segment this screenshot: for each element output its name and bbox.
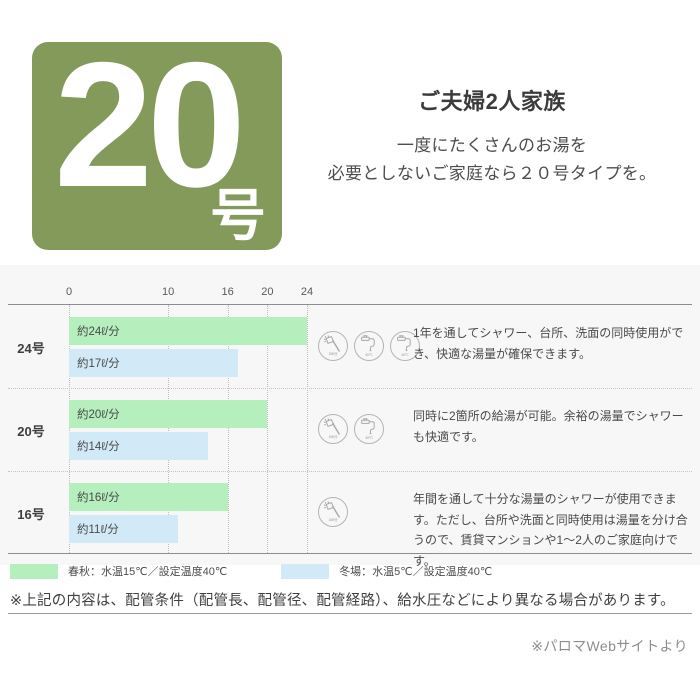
gridline-20 [267,305,269,553]
row-separator [8,388,692,389]
bar-label-green-16号: 約16ℓ/分 [77,492,120,504]
hero-section: 20 号 ご夫婦2人家族 一度にたくさんのお湯を 必要としないご家庭なら２０号タ… [0,0,700,265]
hero-subtitle-line2: 必要としないご家庭なら２０号タイプを。 [327,163,657,183]
table-row: 24号 約24ℓ/分 約17ℓ/分 15ℓ/分 40℃ 40℃ 1年を通してシャワー、台所、… [0,305,700,388]
legend-item-spring-autumn: 春秋：水温15℃／設定温度40℃ [10,563,227,579]
axis-tick-16: 16 [221,286,234,298]
chart-legend: 春秋：水温15℃／設定温度40℃ 冬場：水温5℃／設定温度40℃ [10,563,492,579]
axis-tick-20: 20 [261,286,274,298]
shower-icon: 15ℓ/分 [318,496,348,527]
faucet-icon: 40℃ [354,330,384,361]
table-row: 20号 約20ℓ/分 約14ℓ/分 15ℓ/分 40℃ 同時に2箇所の給湯が可能。余裕の湯… [0,388,700,471]
axis-tick-0: 0 [65,286,73,298]
row-label-24号: 24号 [17,340,45,356]
bar-label-green-20号: 約20ℓ/分 [77,409,120,421]
capacity-badge: 20 号 [32,42,282,250]
gridline-24 [307,305,308,553]
bar-label-blue-24号: 約17ℓ/分 [77,358,120,370]
chart-axis-line [8,304,692,305]
legend-swatch-green [10,563,58,579]
hero-title: ご夫婦2人家族 [418,89,566,114]
disclaimer-note: ※上記の内容は、配管条件（配管長、配管径、配管経路）、給水圧などにより異なる場合… [10,593,675,609]
bar-green-20号: 約20ℓ/分 [69,400,268,428]
hero-text-block: ご夫婦2人家族 一度にたくさんのお湯を 必要としないご家庭なら２０号タイプを。 [292,84,692,187]
shower-icon: 15ℓ/分 [318,413,348,444]
icon-caption: 15ℓ/分 [328,517,338,522]
row-separator [8,471,692,472]
bar-blue-24号: 約17ℓ/分 [69,349,238,377]
legend-swatch-blue [281,563,330,579]
source-attribution: ※パロマWebサイトより [531,638,688,654]
icon-caption: 40℃ [401,352,409,357]
gridline-16 [227,305,229,553]
bar-label-green-24号: 約24ℓ/分 [77,326,120,338]
bar-blue-20号: 約14ℓ/分 [69,432,208,460]
usage-icons-20号: 15ℓ/分 40℃ [318,413,384,444]
badge-number: 20 [54,42,246,224]
legend-label-winter: 冬場：水温5℃／設定温度40℃ [339,566,493,578]
icon-caption: 40℃ [365,435,373,440]
bar-label-blue-16号: 約11ℓ/分 [77,524,119,536]
faucet-icon: 40℃ [390,330,420,361]
bar-green-24号: 約24ℓ/分 [69,317,307,345]
footer-divider [8,613,692,614]
legend-item-winter: 冬場：水温5℃／設定温度40℃ [281,563,492,579]
axis-tick-24: 24 [300,286,314,298]
hero-subtitle: 一度にたくさんのお湯を 必要としないご家庭なら２０号タイプを。 [292,132,692,187]
row-description-16号: 年間を通して十分な湯量のシャワーが使用できます。ただし、台所や洗面と同時使用は湯… [413,492,688,568]
bar-label-blue-20号: 約14ℓ/分 [77,441,120,453]
icon-caption: 15ℓ/分 [328,351,338,356]
comparison-chart: 0 10 16 20 24 24号 約24ℓ/分 約17ℓ/分 15ℓ/分 40℃ 40℃ 1年を通… [0,265,700,568]
row-description-24号: 1年を通してシャワー、台所、洗面の同時使用ができ、快適な湯量が確保できます。 [413,326,684,361]
icon-caption: 40℃ [365,352,373,357]
usage-icons-24号: 15ℓ/分 40℃ 40℃ [318,330,420,361]
table-row: 16号 約16ℓ/分 約11ℓ/分 15ℓ/分 年間を通して十分な湯量のシャワーが使用で… [0,471,700,568]
shower-icon: 15ℓ/分 [318,330,348,361]
row-description-20号: 同時に2箇所の給湯が可能。余裕の湯量でシャワーも快適です。 [413,409,684,444]
bar-green-16号: 約16ℓ/分 [69,483,228,511]
badge-unit: 号 [210,184,266,247]
legend-label-spring-autumn: 春秋：水温15℃／設定温度40℃ [68,566,228,578]
faucet-icon: 40℃ [354,413,384,444]
bar-blue-16号: 約11ℓ/分 [69,515,179,543]
hero-subtitle-line1: 一度にたくさんのお湯を [396,136,588,155]
row-label-16号: 16号 [17,506,45,522]
row-label-20号: 20号 [17,423,45,439]
gridline-0 [69,305,70,553]
gridline-10 [168,305,170,553]
icon-caption: 15ℓ/分 [328,434,338,439]
usage-icons-16号: 15ℓ/分 [318,496,348,527]
axis-tick-10: 10 [162,286,175,298]
chart-bottom-rule [8,553,692,554]
